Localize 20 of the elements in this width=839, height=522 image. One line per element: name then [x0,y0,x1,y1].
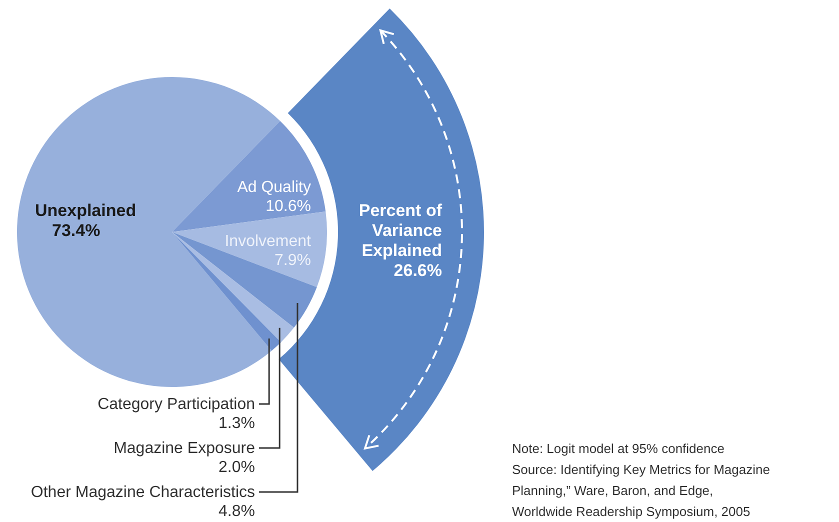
slice-label: Unexplained [35,201,136,220]
source-note: Source: Identifying Key Metrics for Magazine [512,462,770,477]
text: Explained [362,241,442,260]
slice-label: Other Magazine Characteristics [30,484,255,501]
text: Planning,” Ware, Baron, and Edge, [512,483,714,498]
text: Variance [372,221,442,240]
text: Note: Logit model at 95% confidence [512,441,724,456]
text: Worldwide Readership Symposium, 2005 [512,504,750,519]
data-label: 73.4% [52,221,100,240]
slice-label: Category Participation [98,396,255,413]
data-label: 10.6% [266,198,311,215]
data-label: 7.9% [274,252,311,269]
data-label: 4.8% [218,503,255,520]
data-label: 1.3% [218,415,255,432]
text: Percent of [358,201,442,220]
slice-label: Ad Quality [237,179,311,196]
data-label: 2.0% [218,459,255,476]
slice-label: Involvement [224,233,312,250]
text: 26.6% [394,261,442,280]
slice-label: Magazine Exposure [114,440,256,457]
